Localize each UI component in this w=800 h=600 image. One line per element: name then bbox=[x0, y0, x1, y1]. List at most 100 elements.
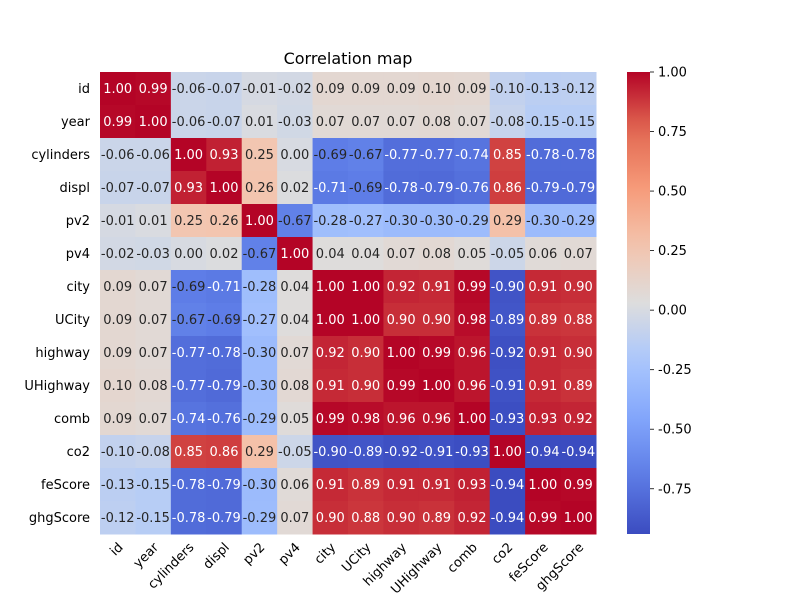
heatmap-cell bbox=[560, 369, 597, 403]
heatmap-cell bbox=[135, 138, 172, 172]
cell-value-label: -0.10 bbox=[101, 445, 135, 460]
cell-value-label: -0.77 bbox=[172, 346, 206, 361]
cell-value-label: 0.91 bbox=[316, 478, 345, 493]
cell-value-label: 0.91 bbox=[422, 280, 451, 295]
cell-value-label: 0.91 bbox=[387, 478, 416, 493]
cell-value-label: -0.79 bbox=[207, 478, 241, 493]
cell-value-label: -0.94 bbox=[491, 478, 525, 493]
y-tick-label: displ bbox=[59, 181, 90, 196]
y-tick-label: pv4 bbox=[66, 247, 90, 262]
heatmap-cell bbox=[383, 171, 420, 205]
heatmap-cell bbox=[560, 501, 597, 535]
cell-value-label: 0.85 bbox=[493, 148, 522, 163]
y-tick-label: co2 bbox=[67, 445, 90, 460]
cell-value-label: -0.92 bbox=[491, 346, 525, 361]
cell-value-label: -0.30 bbox=[243, 346, 277, 361]
cell-value-label: 0.02 bbox=[280, 181, 309, 196]
heatmap-cell bbox=[418, 303, 455, 337]
heatmap-cell bbox=[277, 468, 314, 502]
cell-value-label: -0.30 bbox=[243, 379, 277, 394]
cell-value-label: -0.92 bbox=[384, 445, 418, 460]
y-tick-label: highway bbox=[35, 346, 90, 361]
cell-value-label: -0.28 bbox=[243, 280, 277, 295]
y-tick-labels: id year cylinders displ pv2 pv4 city UCity highw… bbox=[24, 82, 90, 526]
cell-value-label: 0.96 bbox=[458, 346, 487, 361]
cell-value-label: 0.09 bbox=[316, 82, 345, 97]
heatmap-cell bbox=[277, 204, 314, 238]
heatmap-cell bbox=[206, 204, 243, 238]
cell-value-label: 0.07 bbox=[280, 346, 309, 361]
heatmap-cell bbox=[348, 501, 384, 535]
cell-value-label: 0.93 bbox=[174, 181, 203, 196]
cell-value-label: 0.99 bbox=[458, 280, 487, 295]
heatmap-cell bbox=[312, 72, 349, 106]
cell-value-label: 0.91 bbox=[528, 379, 557, 394]
cell-value-label: -0.79 bbox=[207, 379, 241, 394]
heatmap-cell bbox=[348, 270, 384, 304]
cell-value-label: -0.12 bbox=[101, 511, 135, 526]
heatmap-cell bbox=[383, 402, 420, 436]
cell-value-label: -0.93 bbox=[491, 412, 525, 427]
heatmap-cell bbox=[489, 171, 526, 205]
cell-value-label: -0.67 bbox=[243, 247, 277, 262]
cell-value-label: 0.07 bbox=[351, 115, 380, 130]
cell-value-label: 0.26 bbox=[210, 214, 239, 229]
cell-value-label: 0.26 bbox=[245, 181, 274, 196]
heatmap-cell bbox=[100, 369, 136, 403]
heatmap-cell bbox=[241, 468, 278, 502]
cell-value-label: -0.13 bbox=[526, 82, 560, 97]
cell-value-label: 0.90 bbox=[351, 379, 380, 394]
heatmap-cell bbox=[170, 237, 207, 271]
heatmap-cell bbox=[206, 138, 243, 172]
cell-value-label: 0.99 bbox=[316, 412, 345, 427]
cell-value-label: 1.00 bbox=[493, 445, 522, 460]
heatmap-cell bbox=[489, 468, 526, 502]
cell-value-label: -0.78 bbox=[526, 148, 560, 163]
heatmap-cell bbox=[489, 435, 526, 469]
heatmap-cell bbox=[206, 72, 243, 106]
cell-value-label: 0.99 bbox=[564, 478, 593, 493]
cell-value-label: 0.92 bbox=[316, 346, 345, 361]
heatmap-cell bbox=[100, 270, 136, 304]
heatmap-cell bbox=[348, 303, 384, 337]
cell-value-label: 0.90 bbox=[351, 346, 380, 361]
cell-value-label: 0.92 bbox=[564, 412, 593, 427]
heatmap-cell bbox=[525, 402, 562, 436]
heatmap-cell bbox=[100, 402, 136, 436]
heatmap-cell bbox=[348, 435, 384, 469]
heatmap-cell bbox=[383, 204, 420, 238]
cell-value-label: 0.92 bbox=[458, 511, 487, 526]
colorbar-tick-label: -0.25 bbox=[658, 363, 692, 378]
heatmap-cell bbox=[100, 501, 136, 535]
cell-value-label: -0.07 bbox=[207, 82, 241, 97]
heatmap-cell bbox=[241, 270, 278, 304]
heatmap-cell bbox=[525, 171, 562, 205]
cell-value-label: -0.77 bbox=[172, 379, 206, 394]
cell-value-label: 0.93 bbox=[458, 478, 487, 493]
heatmap-cell bbox=[277, 336, 314, 370]
cell-value-label: -0.10 bbox=[491, 82, 525, 97]
cell-value-label: 0.08 bbox=[422, 247, 451, 262]
heatmap-cell bbox=[489, 105, 526, 139]
cell-value-label: -0.79 bbox=[420, 181, 454, 196]
cell-value-label: -0.78 bbox=[207, 346, 241, 361]
cell-value-label: 0.00 bbox=[174, 247, 203, 262]
heatmap-cell bbox=[312, 270, 349, 304]
heatmap-cell bbox=[241, 72, 278, 106]
heatmap-cell bbox=[277, 369, 314, 403]
colorbar-tick-label: 0.75 bbox=[658, 125, 687, 140]
heatmap-cell bbox=[418, 105, 455, 139]
heatmap-cell bbox=[489, 204, 526, 238]
heatmap-cell bbox=[135, 402, 172, 436]
heatmap-cell bbox=[383, 369, 420, 403]
cell-value-label: -0.07 bbox=[136, 181, 170, 196]
heatmap-cell bbox=[135, 204, 172, 238]
cell-value-label: -0.67 bbox=[172, 313, 206, 328]
heatmap-cell bbox=[206, 402, 243, 436]
cell-value-label: -0.15 bbox=[561, 115, 595, 130]
cell-value-label: -0.77 bbox=[384, 148, 418, 163]
heatmap-cell bbox=[135, 270, 172, 304]
heatmap-cell bbox=[135, 468, 172, 502]
heatmap-cell bbox=[454, 72, 491, 106]
